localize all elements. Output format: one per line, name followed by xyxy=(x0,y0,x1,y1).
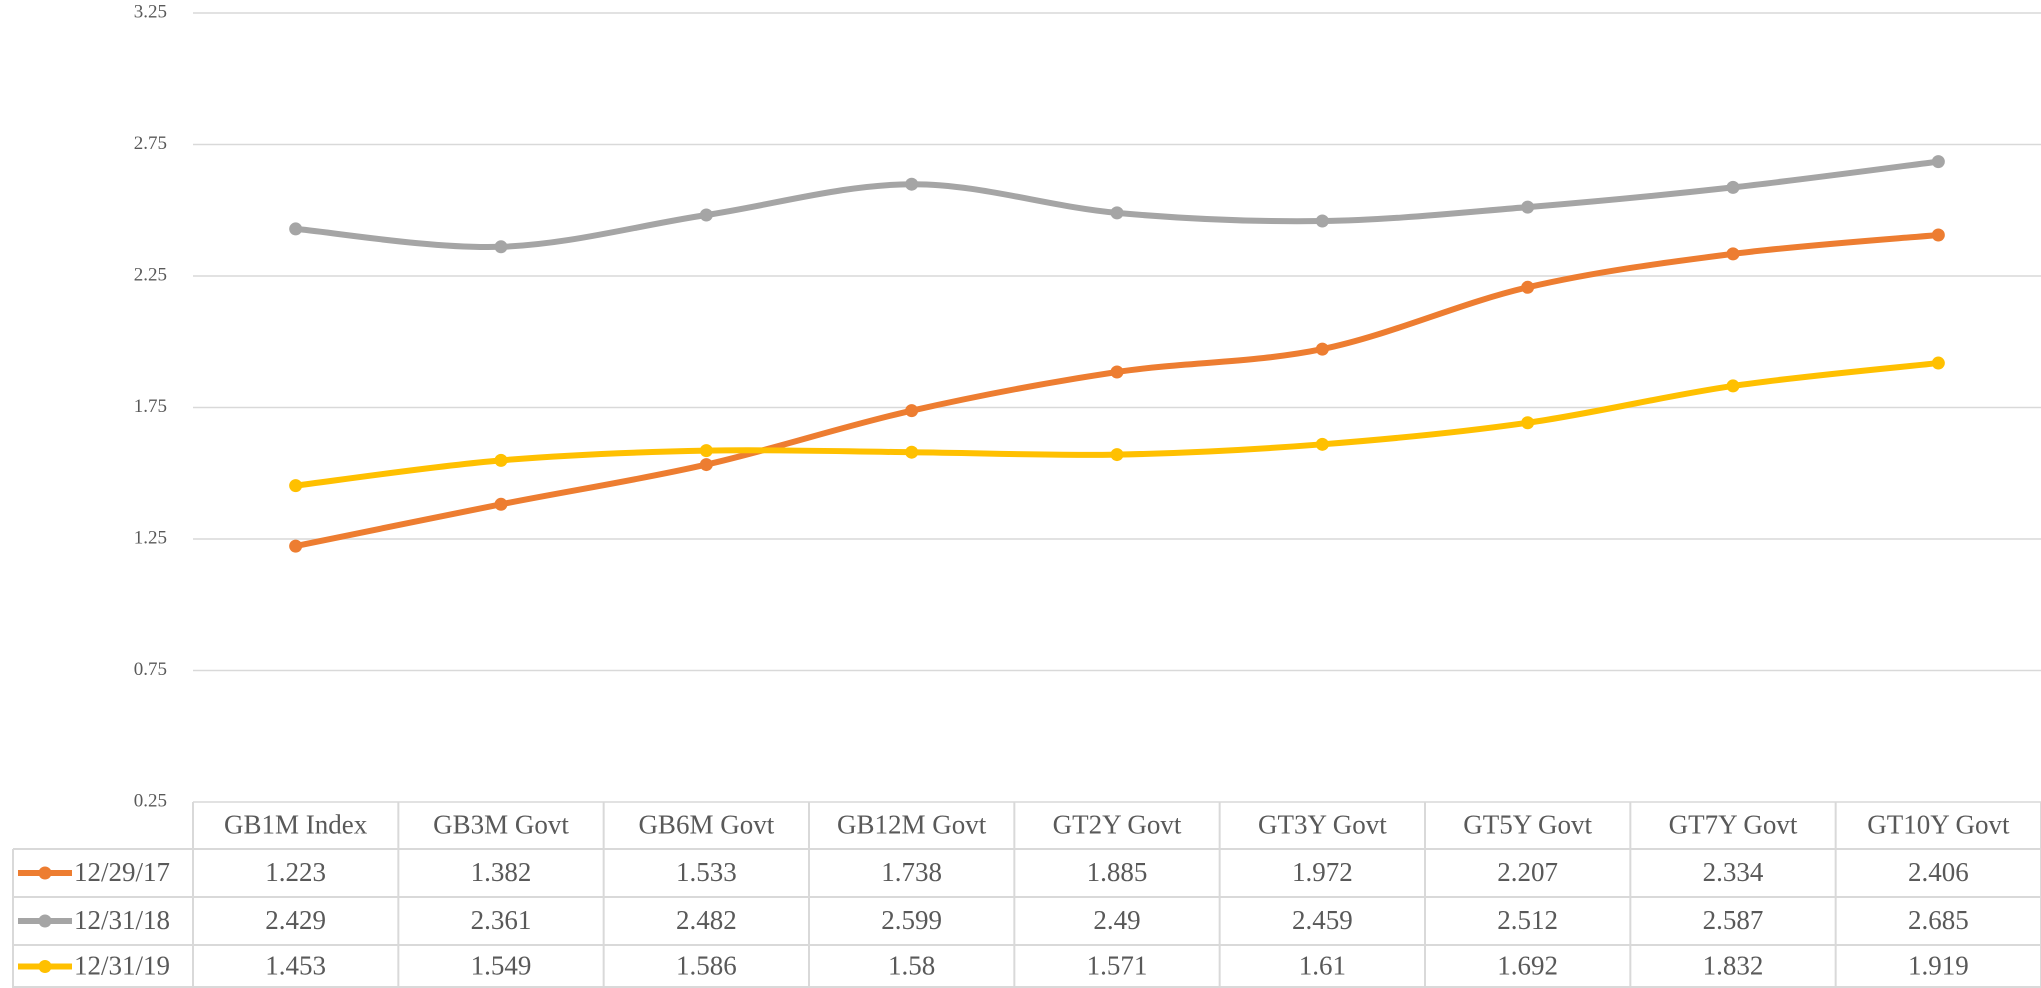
table-value: 1.533 xyxy=(676,857,737,887)
legend-label: 12/31/19 xyxy=(74,951,170,981)
category-label: GB1M Index xyxy=(224,810,368,840)
data-point xyxy=(1315,342,1329,356)
legend-label: 12/29/17 xyxy=(74,857,170,887)
table-value: 2.49 xyxy=(1093,905,1140,935)
table-value: 2.599 xyxy=(881,905,942,935)
data-point xyxy=(1521,200,1535,214)
category-label: GB3M Govt xyxy=(433,810,569,840)
category-label: GT3Y Govt xyxy=(1258,810,1387,840)
data-point xyxy=(494,453,508,467)
table-value: 2.207 xyxy=(1497,857,1558,887)
data-point xyxy=(1931,356,1945,370)
data-point xyxy=(1726,180,1740,194)
data-point xyxy=(1521,280,1535,294)
data-point xyxy=(289,222,303,236)
data-point xyxy=(1726,247,1740,261)
table-value: 1.919 xyxy=(1908,951,1969,981)
category-label: GT10Y Govt xyxy=(1867,810,2010,840)
category-label: GB12M Govt xyxy=(837,810,987,840)
category-label: GT5Y Govt xyxy=(1463,810,1592,840)
table-value: 2.334 xyxy=(1703,857,1764,887)
y-tick-label: 2.75 xyxy=(134,133,167,154)
table-value: 1.58 xyxy=(888,951,935,981)
data-point xyxy=(699,458,713,472)
series-line xyxy=(292,360,1942,489)
data-point xyxy=(905,445,919,459)
data-point xyxy=(1931,155,1945,169)
data-point xyxy=(905,404,919,418)
table-value: 2.482 xyxy=(676,905,737,935)
table-value: 1.571 xyxy=(1087,951,1148,981)
table-value: 2.361 xyxy=(471,905,532,935)
data-point xyxy=(1110,206,1124,220)
table-value: 1.549 xyxy=(471,951,532,981)
y-tick-label: 1.75 xyxy=(134,396,167,417)
table-value: 1.586 xyxy=(676,951,737,981)
y-tick-label: 0.25 xyxy=(134,790,167,811)
data-point xyxy=(494,497,508,511)
data-point xyxy=(1110,448,1124,462)
data-point xyxy=(289,479,303,493)
legend-marker xyxy=(38,866,52,880)
table-value: 1.453 xyxy=(265,951,326,981)
data-point xyxy=(1726,379,1740,393)
series-line xyxy=(292,158,1942,251)
table-value: 1.692 xyxy=(1497,951,1558,981)
y-tick-label: 2.25 xyxy=(134,264,167,285)
data-point xyxy=(289,539,303,553)
data-point xyxy=(1521,416,1535,430)
table-value: 2.685 xyxy=(1908,905,1969,935)
data-point xyxy=(1315,214,1329,228)
table-value: 1.223 xyxy=(265,857,326,887)
y-tick-label: 3.25 xyxy=(134,1,167,22)
table-value: 1.885 xyxy=(1087,857,1148,887)
table-value: 1.972 xyxy=(1292,857,1353,887)
table-value: 2.459 xyxy=(1292,905,1353,935)
y-tick-label: 1.25 xyxy=(134,527,167,548)
legend-marker xyxy=(38,960,52,973)
table-value: 1.382 xyxy=(471,857,532,887)
table-value: 2.406 xyxy=(1908,857,1969,887)
table-value: 2.512 xyxy=(1497,905,1558,935)
category-label: GT7Y Govt xyxy=(1669,810,1798,840)
category-label: GB6M Govt xyxy=(638,810,774,840)
table-value: 1.832 xyxy=(1703,951,1764,981)
data-point xyxy=(1110,365,1124,379)
y-tick-label: 0.75 xyxy=(134,659,167,680)
data-point xyxy=(699,444,713,458)
table-value: 1.61 xyxy=(1299,951,1346,981)
category-label: GT2Y Govt xyxy=(1053,810,1182,840)
data-point xyxy=(1315,437,1329,451)
table-value: 2.429 xyxy=(265,905,326,935)
table-value: 1.738 xyxy=(881,857,942,887)
legend-marker xyxy=(38,914,52,928)
table-value: 2.587 xyxy=(1703,905,1764,935)
legend-label: 12/31/18 xyxy=(74,905,170,935)
data-point xyxy=(905,177,919,191)
data-point xyxy=(1931,228,1945,242)
data-point xyxy=(494,240,508,254)
data-point xyxy=(699,208,713,222)
